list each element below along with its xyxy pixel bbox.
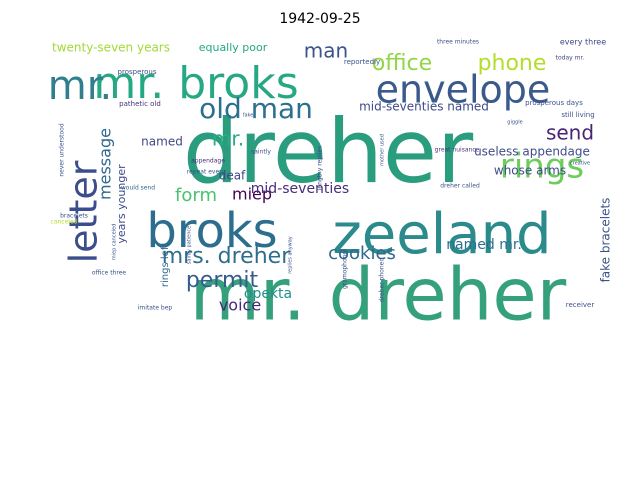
word-30: twenty-seven years	[52, 41, 170, 55]
word-22: opekta	[244, 286, 292, 302]
word-7: mr.	[48, 63, 112, 109]
word-24: mid-seventies named	[359, 100, 489, 114]
word-57: gramophone	[342, 251, 349, 290]
word-25: named	[141, 135, 183, 149]
word-50: appendage	[191, 158, 225, 165]
word-34: fake bracelets	[599, 198, 613, 283]
word-2: zeeland	[332, 202, 551, 267]
word-40: prosperous days	[525, 99, 583, 107]
word-29: whose arms	[494, 164, 566, 178]
word-33: rings left	[160, 243, 171, 287]
word-43: never understood	[59, 123, 66, 177]
word-39: prosperous	[118, 68, 157, 76]
word-58: dreher phoned	[379, 258, 386, 302]
word-49: receiver	[566, 301, 595, 309]
word-11: office	[372, 51, 432, 76]
word-53: sainty patience	[187, 226, 193, 264]
word-61: canceled	[51, 219, 78, 226]
word-12: phone	[478, 51, 547, 76]
word-48: dreher called	[440, 183, 480, 190]
word-6: letter	[62, 160, 106, 263]
word-62: miep canceled	[112, 224, 118, 261]
word-37: every three	[560, 38, 606, 47]
word-19: cookies	[328, 243, 396, 264]
word-60: fake	[243, 113, 254, 119]
word-13: message	[96, 128, 115, 200]
word-8: old man	[199, 92, 313, 125]
word-56: mother used	[380, 134, 386, 166]
word-26: named mr.	[446, 237, 522, 253]
word-1: mr. dreher	[190, 253, 567, 337]
word-55: replies anyway	[288, 236, 294, 274]
word-47: great nuisance	[435, 147, 480, 154]
word-21: voice	[219, 296, 261, 315]
word-16: send	[546, 121, 594, 145]
word-27: deaf	[219, 169, 246, 183]
word-64: creative	[570, 161, 590, 167]
word-17: man	[304, 39, 348, 63]
word-36: three minutes	[437, 39, 479, 46]
word-4: envelope	[376, 68, 551, 112]
word-18: mr.	[212, 127, 244, 151]
word-35: reportedly	[344, 58, 380, 66]
word-46: imitate bep	[138, 305, 173, 312]
word-59: bracelets	[60, 213, 88, 220]
word-3: broks	[146, 203, 277, 259]
word-44: would send	[121, 185, 155, 192]
word-5: mr. broks	[93, 58, 298, 109]
chart-title: 1942-09-25	[279, 11, 361, 27]
word-20: miep	[232, 185, 272, 204]
word-41: still living	[561, 111, 594, 119]
word-28: useless appendage	[474, 145, 590, 159]
word-9: rings	[500, 147, 584, 187]
word-38: today mr.	[556, 55, 585, 62]
word-52: saintly	[251, 149, 271, 156]
word-0: dreher	[183, 100, 474, 203]
word-42: pathetic old	[119, 100, 161, 108]
word-45: office three	[92, 270, 127, 277]
word-10: mrs. dreher	[162, 244, 291, 269]
word-14: form	[175, 185, 217, 206]
word-31: equally poor	[199, 41, 268, 54]
word-54: lengthy replies	[317, 146, 324, 191]
word-15: permit	[186, 268, 259, 293]
word-32: years younger	[115, 164, 128, 244]
word-63: giggle	[507, 120, 522, 126]
word-51: repeat every	[187, 169, 226, 176]
word-23: mid-seventies	[251, 181, 349, 197]
